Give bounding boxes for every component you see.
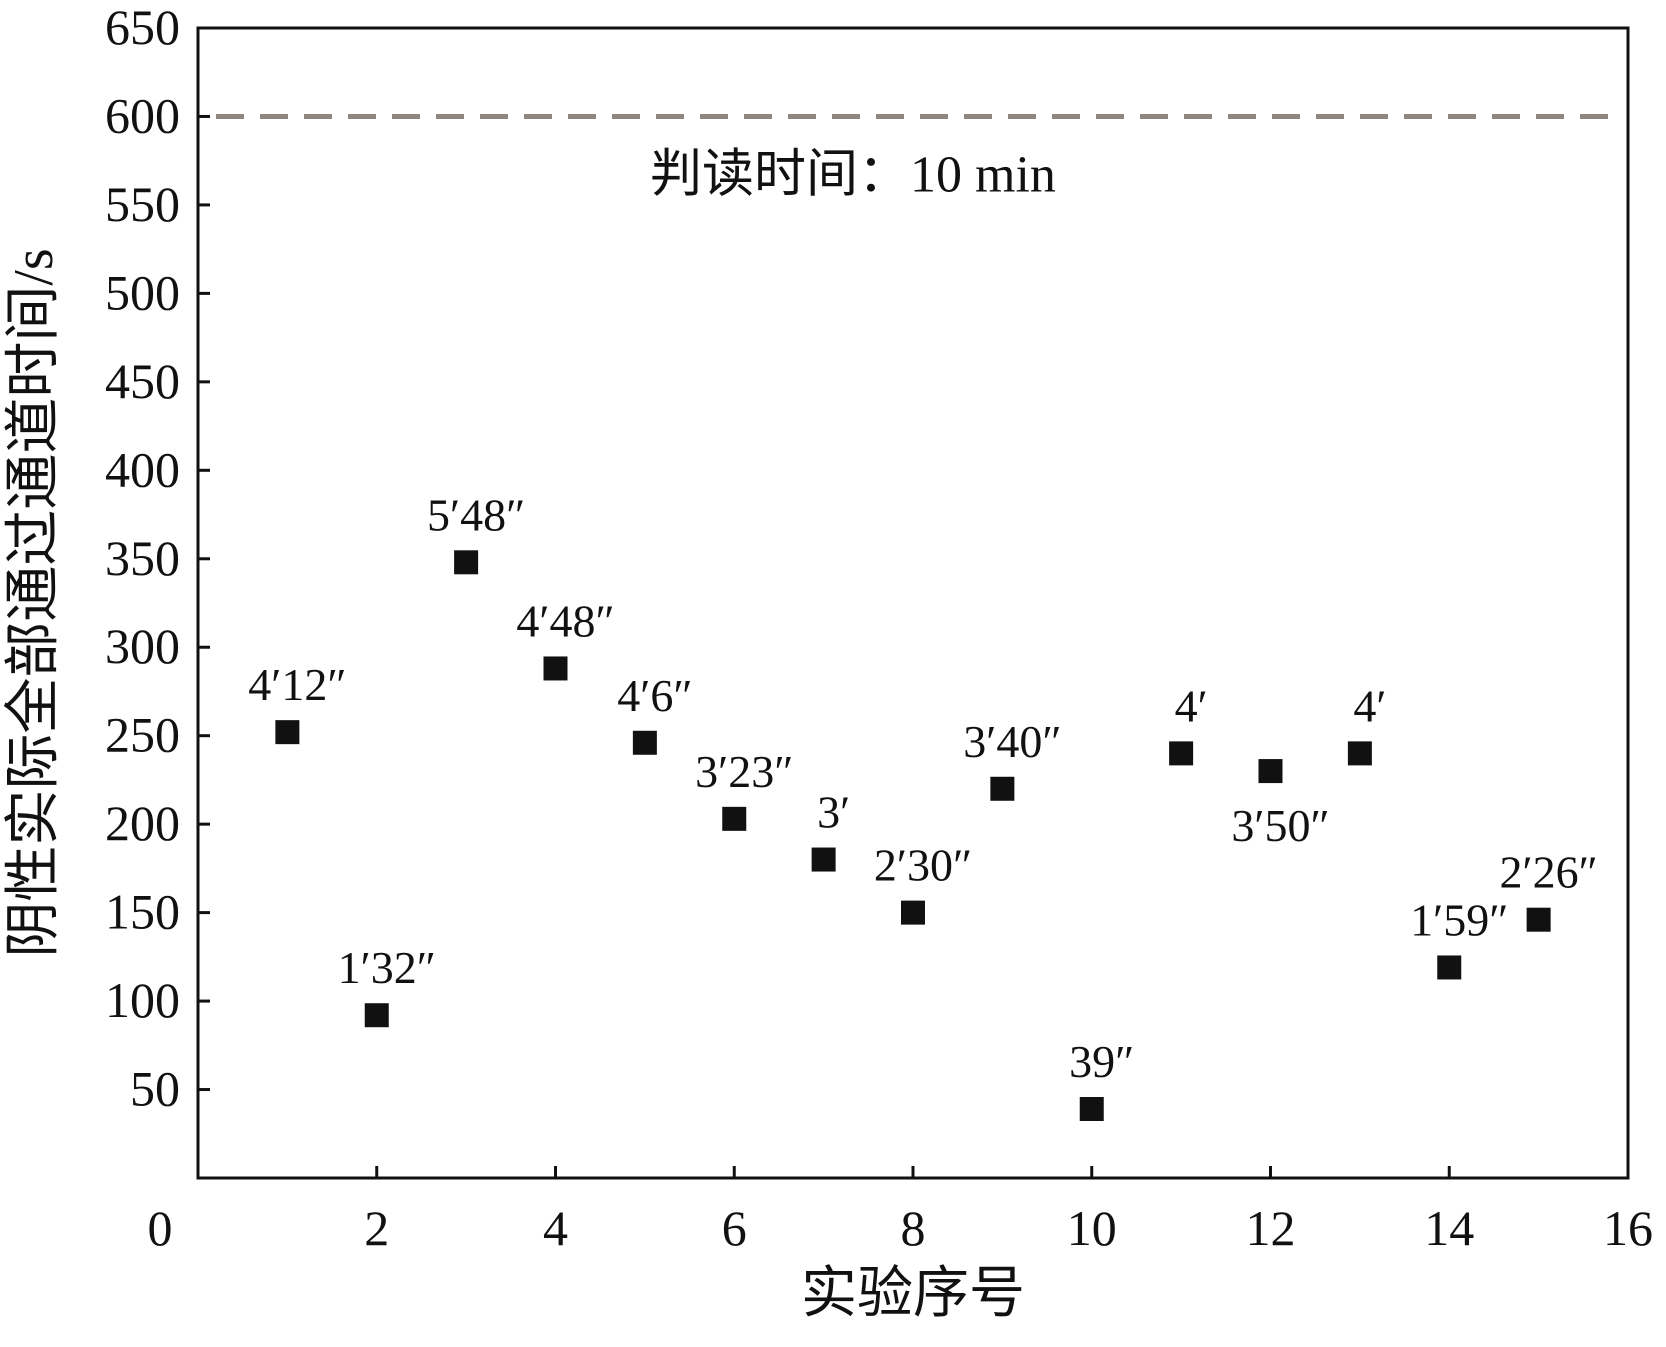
data-point: [1258, 759, 1283, 784]
x-tick-label: 4: [543, 1200, 568, 1256]
data-label: 4′6″: [617, 670, 692, 721]
y-tick-label: 550: [105, 176, 180, 232]
data-label: 3′50″: [1231, 800, 1329, 851]
x-tick-label: 2: [364, 1200, 389, 1256]
data-point: [275, 720, 300, 745]
data-label: 2′30″: [874, 840, 972, 891]
y-tick-label: 650: [105, 0, 180, 55]
y-tick-label: 400: [105, 441, 180, 497]
x-tick-label: 16: [1603, 1200, 1653, 1256]
y-tick-label: 250: [105, 707, 180, 763]
x-axis: 0 2 4 6 8 10 12 14 16: [148, 1166, 1653, 1256]
data-point: [1347, 741, 1372, 766]
x-tick-label: 8: [901, 1200, 926, 1256]
data-point: [1169, 741, 1194, 766]
data-point: [1079, 1097, 1104, 1121]
y-axis-title: 阴性实际全部通过通道时间/s: [3, 248, 65, 957]
y-tick-label: 150: [105, 884, 180, 940]
data-points: [275, 550, 1551, 1121]
data-label: 39″: [1069, 1036, 1134, 1087]
data-point: [364, 1003, 389, 1028]
data-label: 4′48″: [516, 595, 614, 646]
data-label: 4′: [1353, 680, 1386, 731]
y-tick-label: 200: [105, 795, 180, 851]
data-label: 1′32″: [338, 942, 436, 993]
data-point: [1526, 907, 1551, 932]
data-point: [1437, 955, 1462, 980]
y-tick-label: 100: [105, 972, 180, 1028]
data-label: 3′23″: [695, 746, 793, 797]
data-label: 3′: [817, 787, 850, 838]
data-label: 3′40″: [963, 716, 1061, 767]
data-labels: 4′12″ 1′32″ 5′48″ 4′48″4′6″3′23″ 3′ 2′30″ 3′40…: [248, 489, 1597, 1087]
x-tick-label: 14: [1424, 1200, 1474, 1256]
data-label: 4′12″: [248, 659, 346, 710]
x-tick-label: 0: [148, 1200, 173, 1256]
x-tick-label: 10: [1067, 1200, 1117, 1256]
data-point: [901, 900, 925, 925]
data-point: [632, 730, 657, 755]
data-label: 1′59″: [1410, 894, 1508, 945]
x-tick-label: 12: [1246, 1200, 1296, 1256]
y-axis: 50 100 150 200 250 300 350 400 450 500 550 600 650: [105, 0, 210, 1117]
x-tick-label: 6: [722, 1200, 747, 1256]
data-point: [811, 847, 836, 872]
y-tick-label: 300: [105, 618, 180, 674]
y-tick-label: 600: [105, 87, 180, 143]
y-tick-label: 350: [105, 530, 180, 586]
data-label: 4′: [1175, 680, 1208, 731]
y-tick-label: 450: [105, 353, 180, 409]
data-point: [543, 656, 568, 681]
reference-line-label: 判读时间：10 min: [650, 146, 1056, 203]
data-label: 5′48″: [427, 489, 525, 540]
y-tick-label: 50: [130, 1061, 180, 1117]
data-point: [722, 806, 747, 831]
x-axis-title: 实验序号: [801, 1263, 1025, 1325]
data-label: 2′26″: [1500, 847, 1598, 898]
data-point: [454, 550, 479, 575]
data-point: [990, 776, 1015, 801]
y-tick-label: 500: [105, 264, 180, 320]
